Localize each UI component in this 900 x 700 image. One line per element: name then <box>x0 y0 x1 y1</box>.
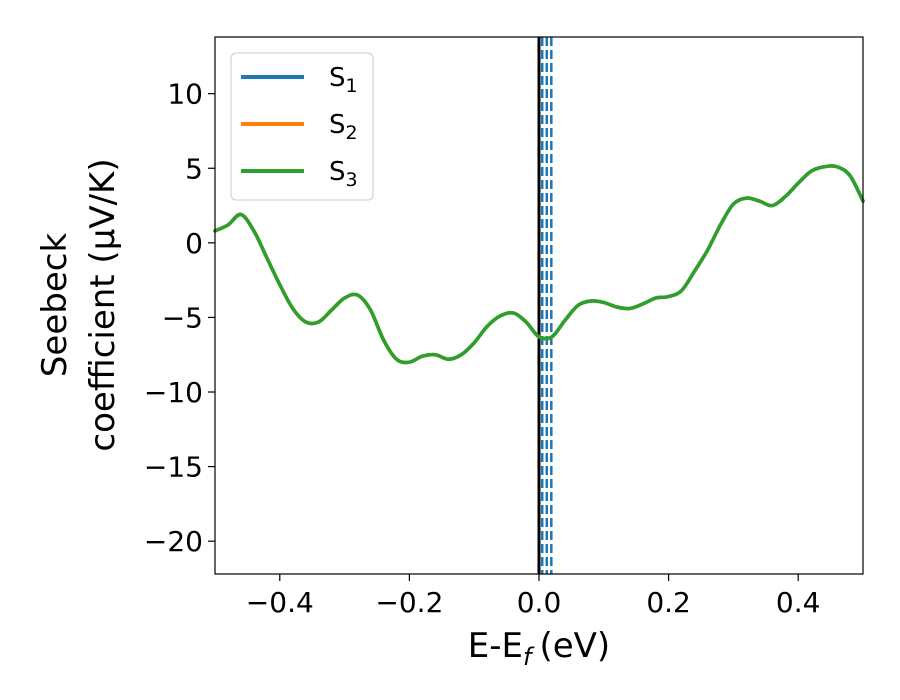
legend-box <box>230 52 374 201</box>
x-axis-label: E-Ef (eV) <box>468 626 610 671</box>
x-axis-label-sub: f <box>523 643 535 671</box>
y-tick-label: 5 <box>185 152 203 185</box>
series-lines <box>213 164 865 365</box>
y-axis-ticks: −20 −15 −10 −5 0 5 10 <box>144 78 215 558</box>
y-tick-label: −20 <box>144 525 203 558</box>
legend: S1 S2 S3 <box>230 52 374 201</box>
y-tick-label: −10 <box>144 376 203 409</box>
vertical-markers <box>537 37 553 574</box>
x-tick-label: 0.0 <box>517 586 562 619</box>
y-tick-label: −15 <box>144 451 203 484</box>
x-tick-label: 0.4 <box>776 586 821 619</box>
y-axis-label-line1: Seebeck <box>35 233 75 378</box>
y-tick-label: −5 <box>162 301 203 334</box>
x-axis-label-unit: (eV) <box>539 626 610 666</box>
y-axis-label-line2: coefficient (μV/K) <box>83 158 123 451</box>
legend-items: S1 S2 S3 <box>241 63 358 191</box>
x-axis-label-base: E-E <box>468 626 523 666</box>
x-axis-ticks: −0.4 −0.2 0.0 0.2 0.4 <box>246 574 821 619</box>
y-tick-label: 10 <box>167 78 203 111</box>
x-tick-label: −0.2 <box>375 586 443 619</box>
y-axis-label: Seebeck coefficient (μV/K) <box>35 158 123 451</box>
series-line-3 <box>213 164 865 365</box>
y-tick-label: 0 <box>185 227 203 260</box>
legend-label-3: S3 <box>329 157 358 191</box>
x-tick-label: 0.2 <box>646 586 691 619</box>
legend-label-2: S2 <box>329 110 358 144</box>
legend-label-1: S1 <box>329 63 358 97</box>
x-tick-label: −0.4 <box>246 586 314 619</box>
